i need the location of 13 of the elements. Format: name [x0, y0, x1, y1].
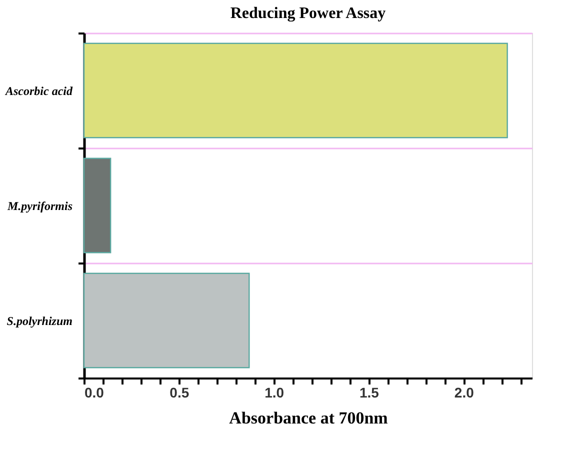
x-tick-label: 1.5 [360, 384, 380, 400]
x-tick-label: 0.0 [84, 384, 104, 400]
chart-title: Reducing Power Assay [230, 5, 386, 22]
y-tick-label: S.polyrhizum [6, 314, 72, 328]
bar [83, 158, 112, 254]
y-tick-label: M.pyriformis [6, 199, 73, 213]
x-tick-label: 1.0 [264, 384, 284, 400]
y-tick-label: Ascorbic acid [4, 84, 74, 98]
x-axis-title: Absorbance at 700nm [229, 408, 388, 428]
bar [83, 42, 508, 138]
x-tick-label: 0.5 [170, 384, 190, 400]
x-tick-label: 2.0 [454, 384, 474, 400]
bar [83, 272, 250, 368]
